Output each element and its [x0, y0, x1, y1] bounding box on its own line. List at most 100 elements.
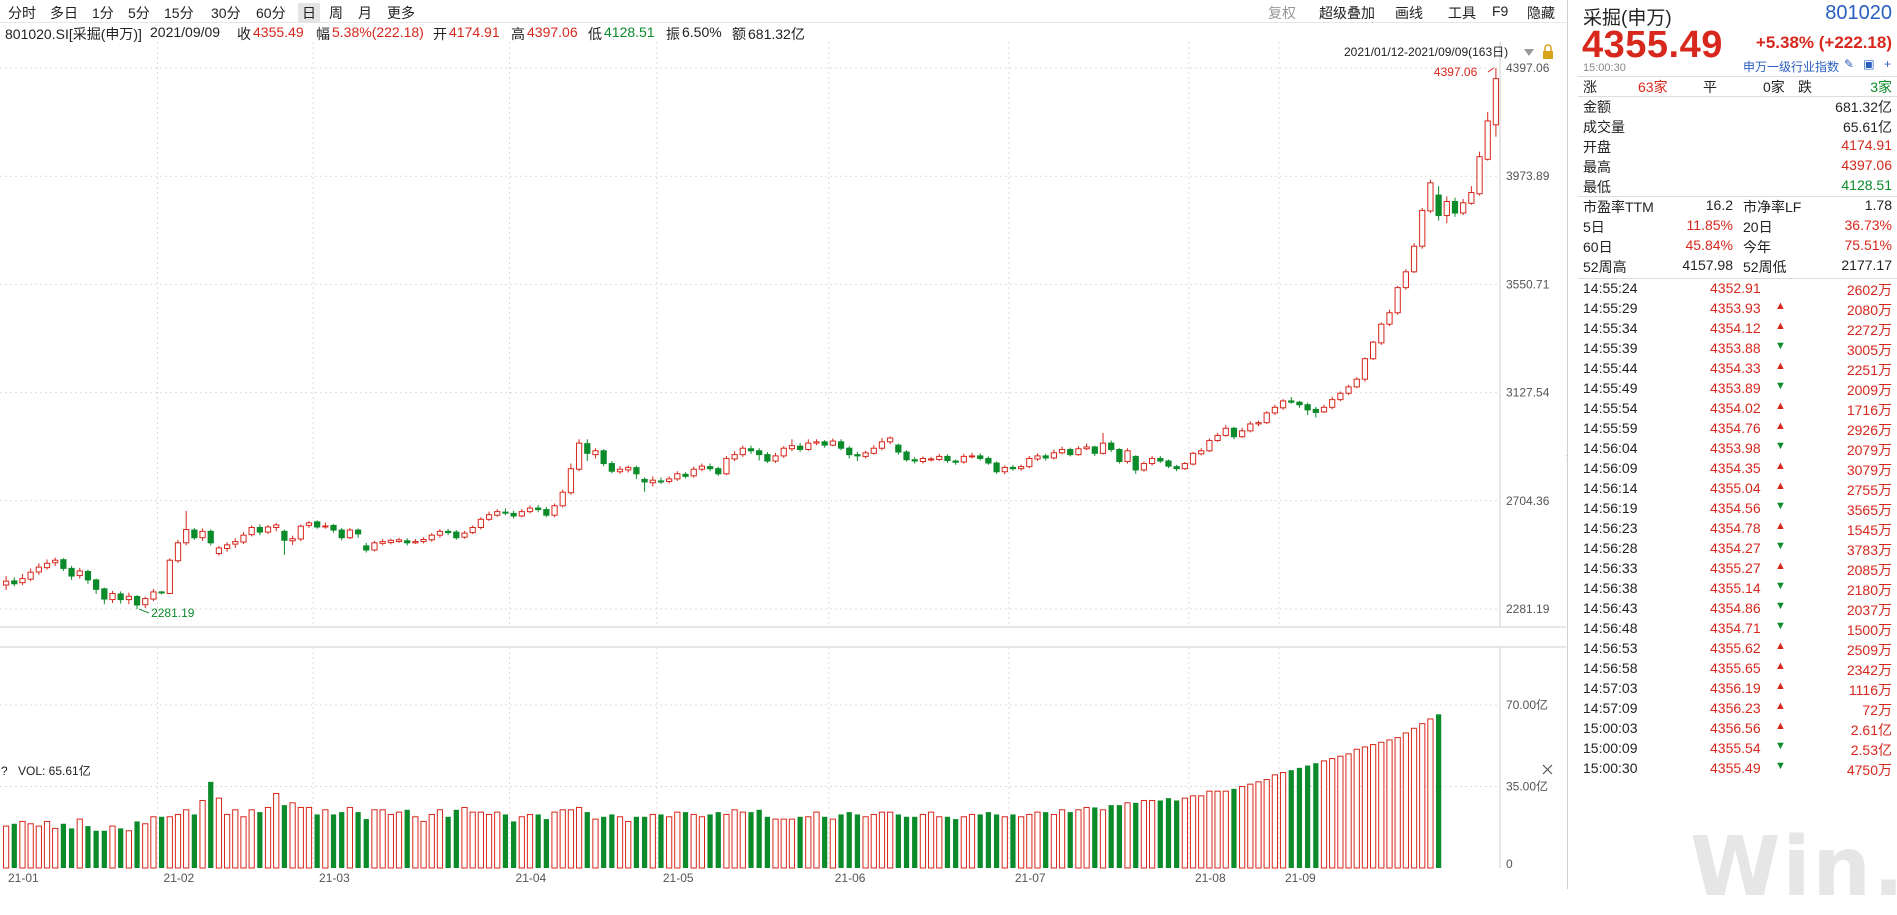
- candle: [43, 559, 51, 570]
- tick-price: 4355.62: [1710, 640, 1761, 656]
- f9-button[interactable]: F9: [1492, 3, 1509, 19]
- tab-daily[interactable]: 日: [298, 3, 320, 23]
- volume-bar: [305, 806, 313, 869]
- candle: [273, 522, 280, 532]
- tick-volume: 3565万: [1846, 502, 1892, 518]
- up-label: 涨: [1583, 79, 1597, 95]
- volume-bar: [797, 816, 803, 868]
- volume-bar: [2, 825, 10, 869]
- draw-line-button[interactable]: 画线: [1395, 5, 1423, 21]
- volume-bar: [1394, 737, 1401, 869]
- y-tick-label: 3973.89: [1506, 169, 1550, 183]
- tab-weekly[interactable]: 周: [329, 5, 343, 21]
- open-label: 开: [433, 26, 447, 42]
- arrow-down-icon: ▼: [1775, 760, 1786, 772]
- bar-date: 2021/09/09: [150, 24, 221, 40]
- candle: [1132, 455, 1139, 474]
- volume-bar: [1435, 714, 1442, 868]
- kline-chart[interactable]: 2281.19 2704.36 3127.54 3550.71 3973.89 4397.…: [0, 42, 1566, 889]
- volume-bar: [927, 811, 935, 869]
- candle: [559, 489, 566, 508]
- candle: [518, 509, 525, 518]
- tick-volume: 2602万: [1846, 282, 1892, 298]
- industry-tag-link[interactable]: 申万一级行业指数: [1743, 60, 1840, 74]
- volume-bar: [436, 809, 444, 869]
- volume-bar: [805, 816, 812, 869]
- candle: [1435, 186, 1442, 221]
- volume-bar: [1239, 786, 1246, 869]
- tick-time: 14:56:23: [1583, 520, 1638, 536]
- arrow-down-icon: ▼: [1775, 340, 1786, 352]
- tab-1min[interactable]: 1分: [92, 5, 114, 21]
- tick-price: 4355.14: [1710, 580, 1761, 596]
- candle: [510, 510, 517, 519]
- overlay-button[interactable]: 超级叠加: [1319, 5, 1375, 21]
- candle: [1345, 384, 1352, 396]
- tick-time: 14:56:04: [1583, 440, 1638, 456]
- d60-value: 45.84%: [1685, 237, 1733, 253]
- candle: [76, 567, 83, 579]
- close-volume-icon[interactable]: [1542, 764, 1553, 775]
- volume-bar: [870, 813, 877, 869]
- candle: [289, 535, 296, 545]
- candle: [690, 466, 697, 478]
- candle: [207, 529, 214, 546]
- candle: [1476, 151, 1483, 196]
- d20-label: 20日: [1743, 219, 1773, 235]
- tab-15min[interactable]: 15分: [164, 5, 194, 21]
- tab-5min[interactable]: 5分: [128, 5, 150, 21]
- volume-bar: [609, 814, 615, 868]
- volume-bar: [1320, 760, 1328, 869]
- volume-bar: [134, 821, 140, 868]
- close-label: 收: [237, 26, 251, 42]
- candle: [461, 531, 468, 539]
- tick-volume: 2251万: [1846, 362, 1892, 378]
- candle: [19, 574, 26, 586]
- volume-bar: [1157, 800, 1163, 868]
- volume-bar: [1231, 788, 1237, 868]
- adjust-button[interactable]: 复权: [1268, 5, 1296, 21]
- candle: [125, 592, 132, 605]
- tick-volume: 2926万: [1846, 422, 1892, 438]
- flat-count: 0家: [1763, 79, 1785, 95]
- volume-bar: [535, 814, 541, 868]
- volume-bar: [968, 813, 976, 869]
- tick-row: 14:55:34 4354.12 ▲ 2272万: [1583, 320, 1892, 340]
- candle: [526, 505, 534, 514]
- tag-action-icons[interactable]: ✎ ▣ +: [1843, 57, 1894, 71]
- volume-bar: [477, 811, 484, 869]
- candle: [1140, 461, 1148, 472]
- candle: [142, 596, 149, 609]
- volume-bar: [772, 818, 779, 869]
- volume-bar: [510, 821, 517, 868]
- tick-volume: 2755万: [1846, 482, 1892, 498]
- close-value: 4355.49: [253, 24, 304, 40]
- tick-time: 14:55:24: [1583, 280, 1638, 296]
- range-dropdown-icon[interactable]: [1524, 49, 1534, 56]
- lock-icon[interactable]: [1543, 44, 1553, 59]
- volume-bar: [1419, 723, 1426, 869]
- tools-button[interactable]: 工具: [1448, 5, 1476, 21]
- volume-bar: [1050, 813, 1057, 869]
- tab-monthly[interactable]: 月: [358, 5, 372, 21]
- candle: [354, 528, 362, 538]
- tick-row: 14:56:53 4355.62 ▲ 2509万: [1583, 640, 1892, 660]
- volume-bar: [363, 819, 369, 868]
- candle: [387, 538, 394, 545]
- volume-help-icon[interactable]: ?: [1, 764, 8, 778]
- volume-bar: [1174, 800, 1180, 868]
- tab-60min[interactable]: 60分: [256, 5, 286, 21]
- candle: [1198, 448, 1205, 456]
- tab-timeshare[interactable]: 分时: [8, 5, 36, 21]
- candle: [1116, 448, 1123, 464]
- w52l-label: 52周低: [1743, 259, 1787, 275]
- volume-bar: [223, 813, 231, 869]
- tick-volume: 1716万: [1846, 402, 1892, 418]
- tab-multiday[interactable]: 多日: [50, 5, 78, 21]
- volume-bar: [199, 799, 206, 869]
- tab-30min[interactable]: 30分: [211, 5, 241, 21]
- tick-price: 4353.89: [1710, 380, 1761, 396]
- hide-button[interactable]: 隐藏: [1527, 5, 1555, 21]
- candle: [158, 590, 165, 595]
- tab-more[interactable]: 更多: [387, 5, 415, 21]
